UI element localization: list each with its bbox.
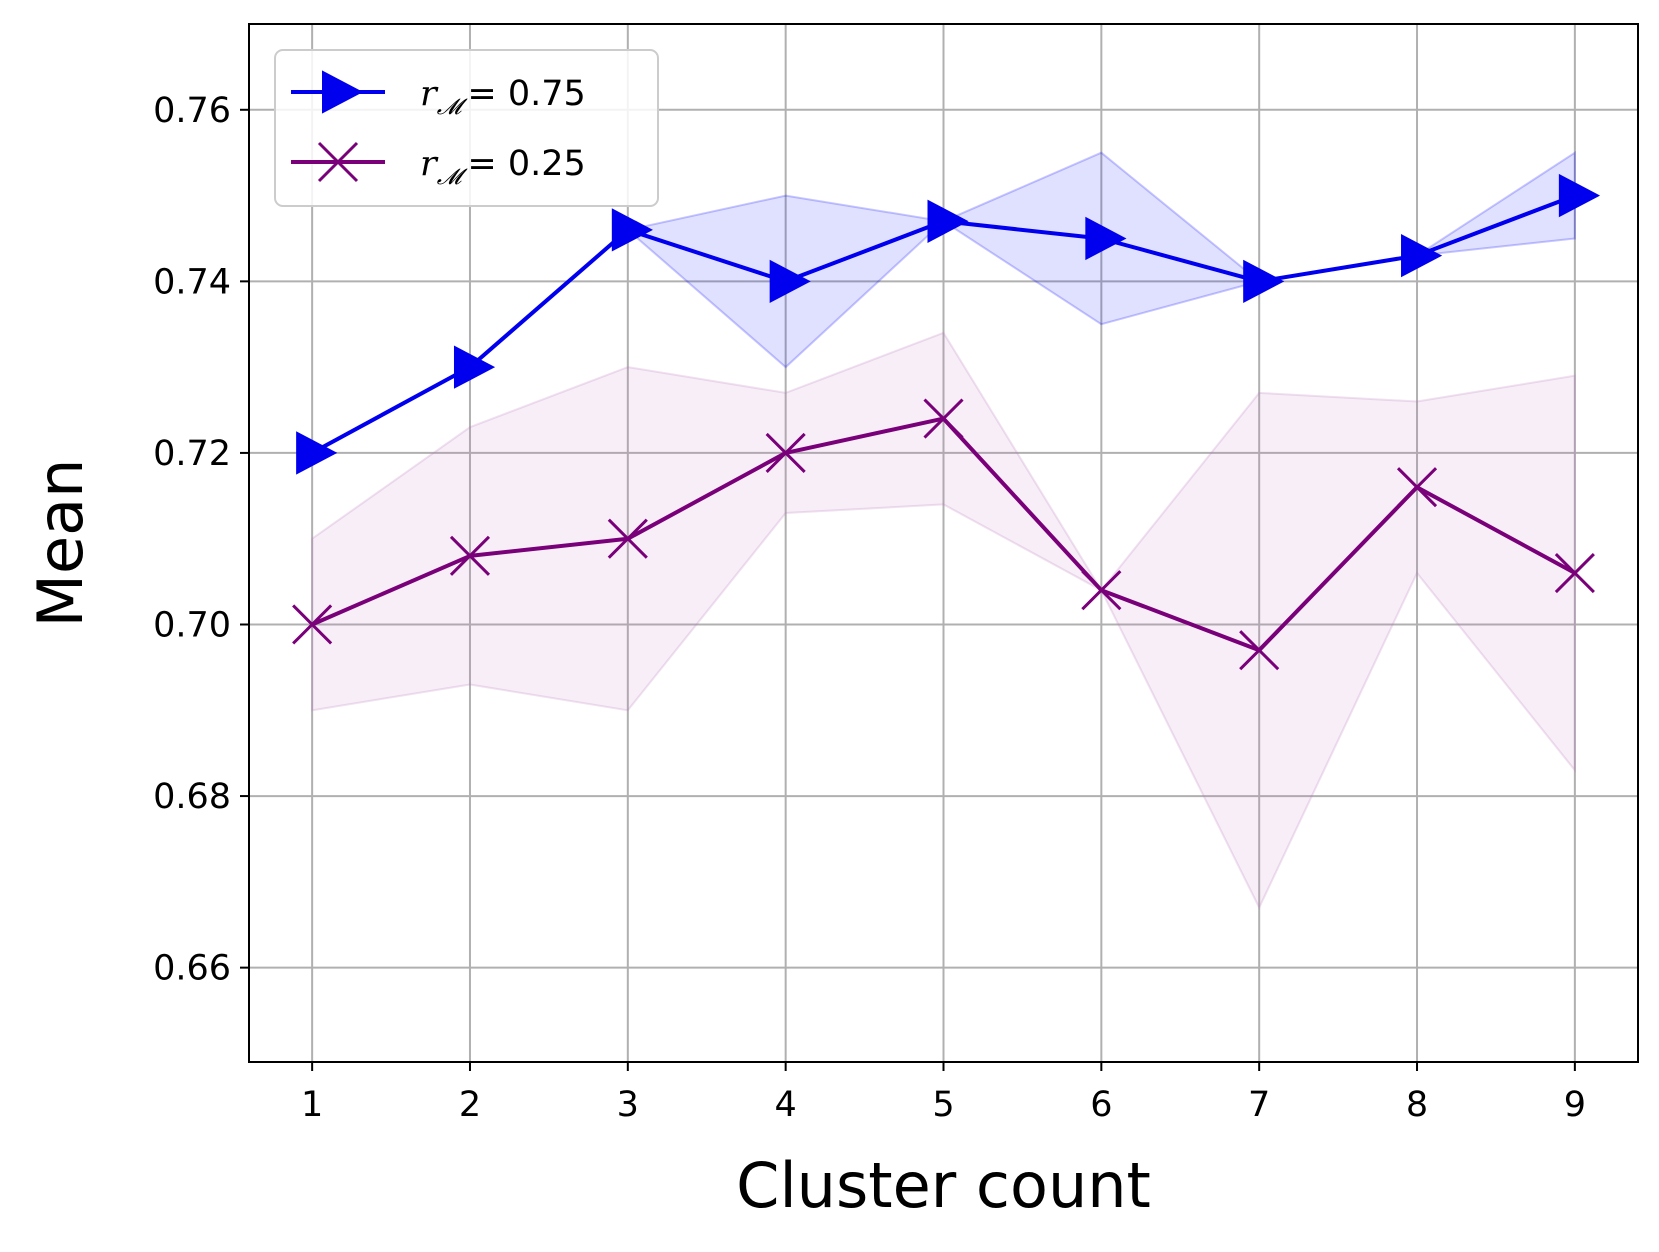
series-1-point xyxy=(765,432,806,473)
series-1-point xyxy=(1554,552,1595,594)
legend-value: = 0.75 xyxy=(467,74,585,114)
marker-stroke xyxy=(607,518,648,559)
series-1-point xyxy=(449,535,491,576)
x-tick-label: 2 xyxy=(459,1085,481,1125)
grid xyxy=(249,24,1638,1062)
marker-stroke xyxy=(923,398,964,439)
marker-stroke xyxy=(765,432,806,473)
x-tick-label: 8 xyxy=(1406,1085,1428,1125)
marker-stroke xyxy=(292,604,333,645)
series-1-point xyxy=(1239,630,1280,671)
series-1-point xyxy=(923,398,964,439)
y-axis-title: Mean xyxy=(24,459,97,628)
marker-stroke xyxy=(317,141,359,183)
series-0-point xyxy=(611,208,653,252)
marker-stroke xyxy=(1396,467,1438,508)
legend: r𝓜 = 0.75 r𝓜 = 0.25 xyxy=(274,49,659,207)
legend-var: r xyxy=(420,74,439,114)
axis-ticks: 1 2 3 4 5 6 7 8 9 0.66 0.68 0.70 0.72 0.74 0.76 xyxy=(153,91,1586,1125)
series-0-point xyxy=(1558,173,1601,218)
x-tick-label: 9 xyxy=(1564,1085,1586,1125)
x-tick-label: 7 xyxy=(1248,1085,1270,1125)
series-0-point xyxy=(453,345,496,389)
series-0-point xyxy=(296,431,338,475)
marker-stroke xyxy=(1239,630,1280,671)
x-tick-label: 4 xyxy=(775,1085,797,1125)
y-tick-label: 0.74 xyxy=(153,262,231,302)
marker-stroke xyxy=(449,535,491,576)
x-tick-label: 5 xyxy=(932,1085,954,1125)
series-0-point xyxy=(1085,216,1127,261)
legend-label-1: r𝓜 = 0.25 xyxy=(420,144,586,190)
y-tick-label: 0.66 xyxy=(153,949,231,989)
legend-marker-0 xyxy=(322,70,364,114)
series-1-point xyxy=(1396,467,1438,508)
y-tick-label: 0.68 xyxy=(153,777,231,817)
series-0-point xyxy=(1243,259,1285,304)
x-tick-label: 1 xyxy=(301,1085,323,1125)
y-tick-label: 0.70 xyxy=(153,605,231,645)
legend-value: = 0.25 xyxy=(467,144,585,184)
marker-stroke xyxy=(1554,552,1595,594)
y-tick-label: 0.72 xyxy=(153,434,231,474)
x-tick-label: 3 xyxy=(617,1085,639,1125)
series-1-band xyxy=(311,331,1576,910)
y-tick-label: 0.76 xyxy=(153,91,231,131)
series-1-point xyxy=(607,518,648,559)
x-tick-label: 6 xyxy=(1090,1085,1112,1125)
marker-stroke xyxy=(1081,570,1122,611)
series-0-point xyxy=(769,259,811,304)
series-markers xyxy=(292,173,1601,671)
legend-var: r xyxy=(420,144,439,184)
series-0-point xyxy=(927,199,969,243)
legend-label-0: r𝓜 = 0.75 xyxy=(420,74,586,120)
series-1-point xyxy=(292,604,333,645)
x-axis-title: Cluster count xyxy=(736,1149,1151,1222)
series-1-point xyxy=(1081,570,1122,611)
series-0-point xyxy=(1401,233,1443,278)
legend-marker-1 xyxy=(317,141,359,183)
legend-box xyxy=(274,49,659,207)
